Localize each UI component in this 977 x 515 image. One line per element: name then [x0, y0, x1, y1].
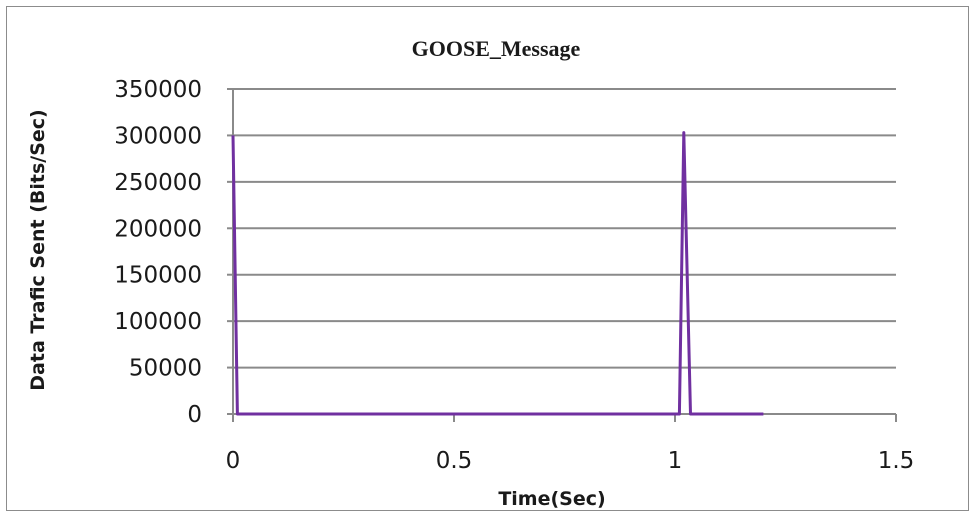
x-tick-label: 0.5	[436, 448, 473, 474]
series-group	[231, 131, 764, 416]
x-axis-label: Time(Sec)	[498, 488, 605, 510]
y-tick-label: 250000	[114, 170, 202, 196]
x-tick-label: 1.5	[878, 448, 915, 474]
y-tick-label: 200000	[114, 216, 202, 242]
y-tick-label: 350000	[114, 77, 202, 103]
x-tick-labels: 0 0.5 1 1.5	[226, 448, 915, 474]
y-tick-label: 50000	[129, 356, 202, 382]
y-tick-labels: 0 50000 100000 150000 200000 250000 300000 3500…	[114, 77, 202, 428]
y-tick-label: 300000	[114, 123, 202, 149]
chart-title: GOOSE_Message	[412, 36, 581, 61]
chart-frame	[6, 6, 969, 511]
axes	[227, 88, 897, 422]
x-tick-label: 0	[226, 448, 241, 474]
y-tick-label: 0	[187, 402, 202, 428]
y-axis-label: Data Trafic Sent (Bits/Sec)	[27, 109, 49, 390]
x-tick-label: 1	[668, 448, 683, 474]
y-tick-label: 150000	[114, 263, 202, 289]
y-tick-label: 100000	[114, 309, 202, 335]
series-line	[231, 131, 764, 416]
gridlines	[233, 88, 896, 369]
